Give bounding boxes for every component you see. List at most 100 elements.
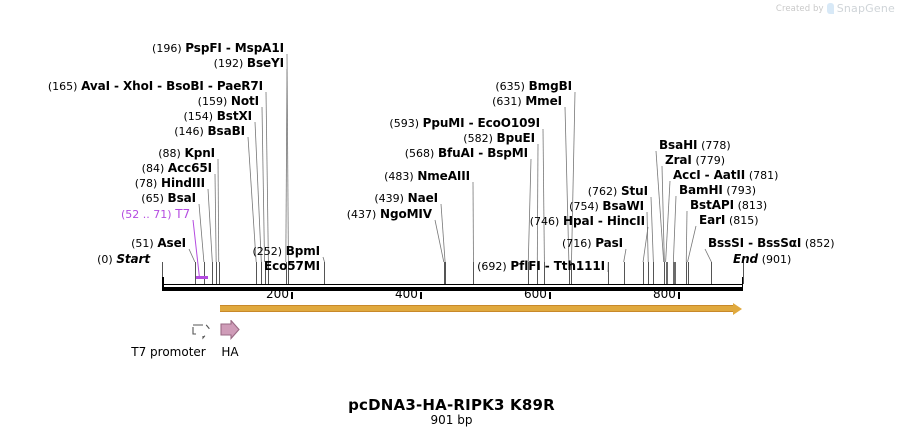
enzyme-label-bamhi[interactable]: BamHI (793)	[679, 184, 756, 197]
enzyme-position: (815)	[728, 214, 759, 227]
sequence-end-cap	[741, 277, 743, 287]
leader-line	[207, 188, 213, 263]
enzyme-label-pflfi-tth111i[interactable]: (692) PflFI - Tth111I	[477, 260, 605, 273]
enzyme-position: (778)	[701, 139, 731, 152]
site-tick-146[interactable]	[256, 262, 258, 284]
leader-line	[214, 173, 217, 263]
site-tick-192[interactable]	[285, 262, 287, 284]
site-tick-901[interactable]	[743, 262, 744, 284]
enzyme-label-bseyi[interactable]: (192) BseYI	[214, 57, 284, 70]
site-tick-252[interactable]	[324, 262, 326, 284]
leader-line	[285, 68, 288, 263]
site-tick-154[interactable]	[261, 262, 263, 284]
enzyme-name: NaeI	[407, 191, 438, 205]
site-tick-781[interactable]	[665, 262, 669, 284]
enzyme-label-bsabi[interactable]: (146) BsaBI	[174, 125, 245, 138]
snapgene-logo-icon	[826, 3, 834, 14]
site-tick-762[interactable]	[653, 262, 655, 284]
enzyme-label-pspfi-mspa1i[interactable]: (196) PspFI - MspA1I	[152, 42, 284, 55]
site-tick-631[interactable]	[568, 262, 570, 284]
enzyme-label-bfuai-bspmi[interactable]: (568) BfuAI - BspMI	[405, 147, 528, 160]
enzyme-label-eco57mi[interactable]: Eco57MI	[264, 260, 320, 272]
site-tick-593[interactable]	[544, 262, 546, 284]
enzyme-position: (635)	[495, 80, 525, 93]
enzyme-label-bsahi[interactable]: BsaHI (778)	[659, 139, 731, 152]
site-tick-779[interactable]	[664, 262, 666, 284]
enzyme-position: (631)	[492, 95, 522, 108]
site-tick-88[interactable]	[218, 262, 220, 284]
site-tick-84[interactable]	[216, 262, 218, 284]
enzyme-label-eari[interactable]: EarI (815)	[699, 214, 759, 227]
site-tick-813[interactable]	[686, 262, 688, 284]
enzyme-label-bpuei[interactable]: (582) BpuEI	[463, 132, 535, 145]
leader-line	[623, 248, 627, 263]
site-tick-568[interactable]	[528, 262, 530, 284]
enzyme-label-naei[interactable]: (439) NaeI	[374, 192, 438, 205]
enzyme-position: (196)	[152, 42, 182, 55]
enzyme-label-bstxi[interactable]: (154) BstXI	[184, 110, 253, 123]
enzyme-label-mmei[interactable]: (631) MmeI	[492, 95, 562, 108]
enzyme-name: BsaBI	[207, 124, 246, 138]
site-tick-437[interactable]	[443, 262, 445, 284]
enzyme-name: HpaI - HincII	[563, 214, 645, 228]
site-tick-746[interactable]	[643, 262, 645, 284]
enzyme-label-kpni[interactable]: (88) KpnI	[158, 147, 215, 160]
site-tick-852[interactable]	[711, 262, 713, 284]
enzyme-name: BpuEI	[496, 131, 536, 145]
site-tick-51[interactable]	[194, 262, 196, 284]
watermark-prefix: Created by	[775, 3, 824, 14]
enzyme-label-bstapi[interactable]: BstAPI (813)	[690, 199, 767, 212]
enzyme-label-noti[interactable]: (159) NotI	[198, 95, 259, 108]
enzyme-label-bsssi-bsss-i[interactable]: BssSI - BssSαI (852)	[708, 237, 835, 250]
site-tick-582[interactable]	[537, 262, 539, 284]
site-tick-793[interactable]	[673, 262, 676, 284]
enzyme-position: (65)	[141, 192, 164, 205]
site-tick-483[interactable]	[473, 262, 475, 284]
sequence-start-label: (0) Start	[97, 253, 150, 266]
site-tick-635[interactable]	[571, 262, 573, 284]
feature-orf-arrow[interactable]	[220, 302, 743, 315]
enzyme-label-pasi[interactable]: (716) PasI	[562, 237, 623, 250]
legend-glyph-t7-promoter[interactable]	[190, 319, 212, 350]
enzyme-name: BpmI	[285, 244, 320, 258]
site-tick-439[interactable]	[445, 262, 447, 284]
enzyme-label-bmgbi[interactable]: (635) BmgBI	[495, 80, 572, 93]
enzyme-label-hpai-hincii[interactable]: (746) HpaI - HincII	[530, 215, 645, 228]
leader-line	[536, 143, 539, 263]
ruler-label-200: 200	[266, 287, 289, 301]
enzyme-label-acc65i[interactable]: (84) Acc65I	[142, 162, 212, 175]
sequence-line-thick[interactable]	[162, 287, 743, 291]
ruler-label-400: 400	[395, 287, 418, 301]
enzyme-label-ngomiv[interactable]: (437) NgoMIV	[347, 208, 432, 221]
enzyme-label-hindiii[interactable]: (78) HindIII	[135, 177, 205, 190]
site-tick-815[interactable]	[687, 262, 689, 284]
site-tick-0[interactable]	[162, 262, 163, 284]
enzyme-label-zrai[interactable]: ZraI (779)	[665, 154, 725, 167]
legend-glyph-ha[interactable]	[219, 319, 241, 350]
leader-line	[440, 203, 446, 263]
site-tick-716[interactable]	[623, 262, 625, 284]
feature-label-t7-promoter[interactable]: (52 .. 71) T7	[121, 208, 190, 221]
site-tick-778[interactable]	[663, 262, 665, 284]
enzyme-name: Acc65I	[167, 161, 212, 175]
site-tick-159[interactable]	[264, 262, 266, 284]
enzyme-label-bsawi[interactable]: (754) BsaWI	[569, 200, 644, 213]
enzyme-label-bsai[interactable]: (65) BsaI	[141, 192, 196, 205]
site-tick-196[interactable]	[288, 262, 290, 284]
enzyme-name: PpuMI - EcoO109I	[422, 116, 540, 130]
site-tick-65[interactable]	[203, 262, 205, 284]
enzyme-label-bpmi[interactable]: (252) BpmI	[252, 245, 320, 258]
enzyme-label-avai-xhoi-bsobi-paer7i[interactable]: (165) AvaI - XhoI - BsoBI - PaeR7I	[48, 80, 263, 93]
enzyme-label-nmeaiii[interactable]: (483) NmeAIII	[384, 170, 470, 183]
enzyme-label-stui[interactable]: (762) StuI	[588, 185, 648, 198]
site-tick-692[interactable]	[608, 262, 610, 284]
site-tick-165[interactable]	[268, 262, 270, 284]
enzyme-label-acci-aatii[interactable]: AccI - AatII (781)	[673, 169, 778, 182]
page-subtitle: 901 bp	[430, 413, 473, 427]
enzyme-position: (746)	[529, 215, 560, 228]
feature-t7-promoter-bar[interactable]	[195, 276, 208, 279]
enzyme-label-asei[interactable]: (51) AseI	[131, 237, 186, 250]
enzyme-label-ppumi-ecoo109i[interactable]: (593) PpuMI - EcoO109I	[389, 117, 540, 130]
site-tick-78[interactable]	[212, 262, 214, 284]
site-tick-754[interactable]	[648, 262, 650, 284]
